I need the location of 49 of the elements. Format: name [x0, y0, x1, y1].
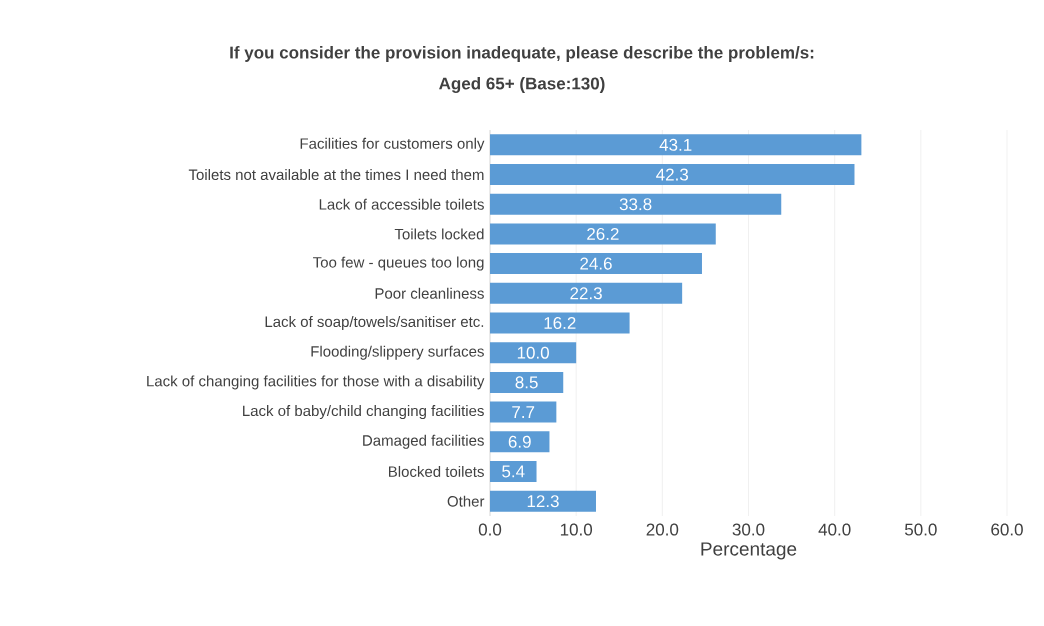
data-label: 7.7	[512, 406, 535, 418]
y-tick-label: Damaged facilities	[363, 434, 484, 449]
x-tick-label: 20.0	[646, 523, 679, 536]
data-label: 6.9	[508, 435, 531, 448]
data-label: 5.4	[502, 465, 525, 478]
data-label: 42.3	[656, 168, 689, 181]
y-tick-label: Facilities for customers only	[300, 137, 485, 152]
x-tick-label: 0.0	[478, 523, 502, 536]
bar	[490, 490, 596, 512]
y-tick-label: Lack of accessible toilets	[319, 198, 484, 210]
y-tick-label: Flooding/slippery surfaces	[311, 345, 484, 360]
x-tick-label: 10.0	[560, 523, 593, 536]
bar	[490, 312, 630, 334]
y-tick-label: Toilets not available at the times I need them	[188, 169, 484, 181]
data-label: 24.6	[580, 257, 612, 270]
data-label: 16.2	[544, 316, 576, 330]
y-tick-label: Poor cleanliness	[375, 287, 484, 299]
bar	[490, 134, 862, 156]
y-tick-label: Blocked toilets	[389, 465, 484, 477]
chart-subtitle: Aged 65+ (Base:130)	[439, 77, 605, 93]
bar	[490, 342, 577, 364]
bar	[490, 282, 683, 304]
bar	[490, 401, 557, 423]
data-label: 22.3	[570, 287, 602, 300]
x-tick-label: 40.0	[818, 523, 851, 536]
data-label: 8.5	[515, 376, 538, 389]
data-label: 26.2	[587, 227, 619, 240]
y-tick-label: Toilets locked	[394, 228, 484, 240]
bar	[490, 193, 782, 215]
data-label: 33.8	[619, 198, 652, 211]
y-tick-label: Lack of changing facilities for those with a disability	[147, 375, 485, 390]
data-label: 10.0	[517, 346, 549, 359]
y-tick-label: Too few - queues too long	[313, 256, 484, 271]
bar	[490, 253, 702, 275]
x-tick-label: 30.0	[732, 523, 765, 536]
bar	[490, 371, 564, 393]
data-label: 43.1	[659, 138, 692, 151]
data-label: 12.3	[527, 495, 559, 508]
y-tick-label: Lack of soap/towels/sanitiser etc.	[265, 316, 484, 330]
y-tick-label: Lack of baby/child changing facilities	[243, 405, 484, 420]
x-tick-label: 60.0	[991, 523, 1023, 536]
x-axis-title: Percentage	[701, 542, 797, 560]
x-tick-label: 50.0	[904, 523, 937, 536]
chart-title: If you consider the provision inadequate, please describe the problem/s:	[230, 46, 814, 62]
bar	[490, 431, 550, 453]
bar	[490, 460, 537, 482]
bar	[490, 223, 716, 245]
y-tick-label: Other	[447, 495, 485, 507]
bar	[490, 164, 855, 186]
